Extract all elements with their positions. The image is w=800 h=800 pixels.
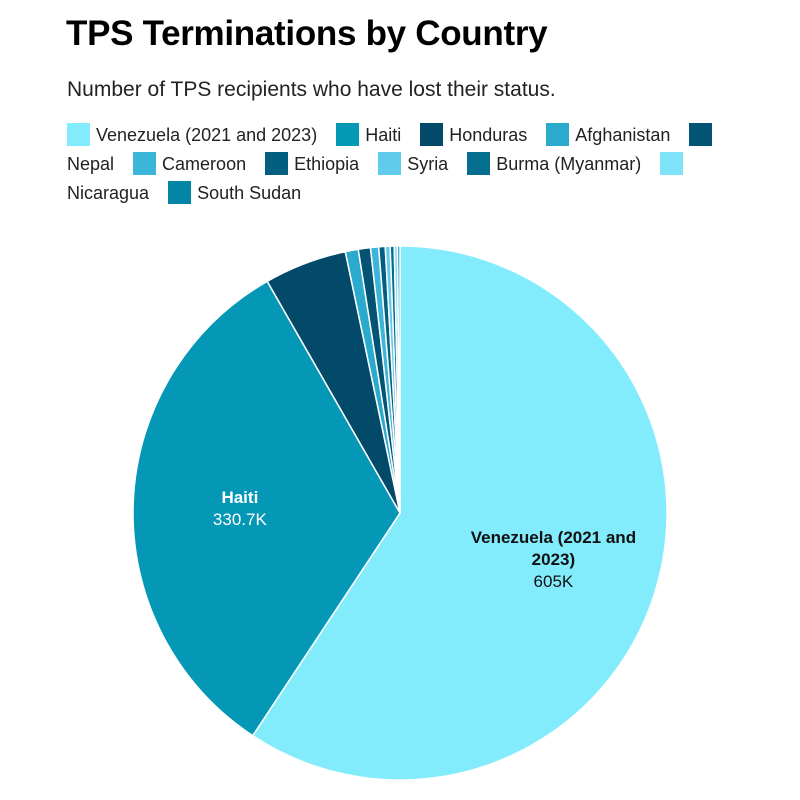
legend: Venezuela (2021 and 2023) Haiti Honduras… xyxy=(67,121,747,208)
legend-swatch xyxy=(467,152,491,175)
legend-label: Ethiopia xyxy=(294,154,360,174)
slice-label-value: 605K xyxy=(534,572,574,591)
pie-chart: Venezuela (2021 and 2023) 605K Haiti 330.7K xyxy=(132,245,668,781)
legend-label: Haiti xyxy=(365,125,402,145)
legend-item-south-sudan[interactable]: South Sudan xyxy=(168,181,302,204)
legend-swatch xyxy=(546,123,570,146)
pie-slice-haiti[interactable] xyxy=(132,280,401,737)
legend-swatch xyxy=(336,123,360,146)
slice-label-name: Venezuela (2021 and xyxy=(471,528,636,547)
legend-item-nicaragua[interactable]: Nicaragua xyxy=(67,152,689,203)
chart-subtitle: Number of TPS recipients who have lost t… xyxy=(67,78,556,101)
legend-label: Afghanistan xyxy=(575,125,671,145)
chart-title: TPS Terminations by Country xyxy=(66,14,548,53)
legend-swatch xyxy=(378,152,402,175)
legend-item-ethiopia[interactable]: Ethiopia xyxy=(265,152,360,175)
legend-swatch xyxy=(133,152,157,175)
slice-label-venezuela-2021-and-2023: Venezuela (2021 and 2023) 605K xyxy=(471,528,636,591)
slice-label-name: 2023) xyxy=(532,550,575,569)
legend-label: Venezuela (2021 and 2023) xyxy=(96,125,318,145)
legend-label: Nicaragua xyxy=(67,183,150,203)
legend-item-burma-myanmar[interactable]: Burma (Myanmar) xyxy=(467,152,642,175)
slice-label-name: Haiti xyxy=(221,488,258,507)
legend-swatch xyxy=(660,152,684,175)
legend-item-honduras[interactable]: Honduras xyxy=(420,123,528,146)
legend-swatch xyxy=(168,181,192,204)
legend-label: South Sudan xyxy=(197,183,302,203)
legend-label: Syria xyxy=(407,154,449,174)
legend-item-haiti[interactable]: Haiti xyxy=(336,123,402,146)
legend-item-nepal[interactable]: Nepal xyxy=(67,123,718,174)
legend-item-syria[interactable]: Syria xyxy=(378,152,449,175)
legend-item-venezuela-2021-and-2023[interactable]: Venezuela (2021 and 2023) xyxy=(67,123,318,146)
pie-slice-south-sudan[interactable] xyxy=(396,245,401,514)
slice-label-value: 330.7K xyxy=(213,510,268,529)
legend-label: Honduras xyxy=(449,125,528,145)
legend-swatch xyxy=(689,123,713,146)
legend-swatch xyxy=(420,123,444,146)
legend-item-afghanistan[interactable]: Afghanistan xyxy=(546,123,671,146)
legend-item-cameroon[interactable]: Cameroon xyxy=(133,152,247,175)
slice-label-haiti: Haiti 330.7K xyxy=(213,488,268,529)
legend-label: Nepal xyxy=(67,154,115,174)
legend-label: Burma (Myanmar) xyxy=(496,154,642,174)
legend-swatch xyxy=(67,123,90,146)
pie-slice-venezuela-2021-and-2023[interactable] xyxy=(251,245,668,781)
legend-label: Cameroon xyxy=(162,154,247,174)
legend-swatch xyxy=(265,152,289,175)
